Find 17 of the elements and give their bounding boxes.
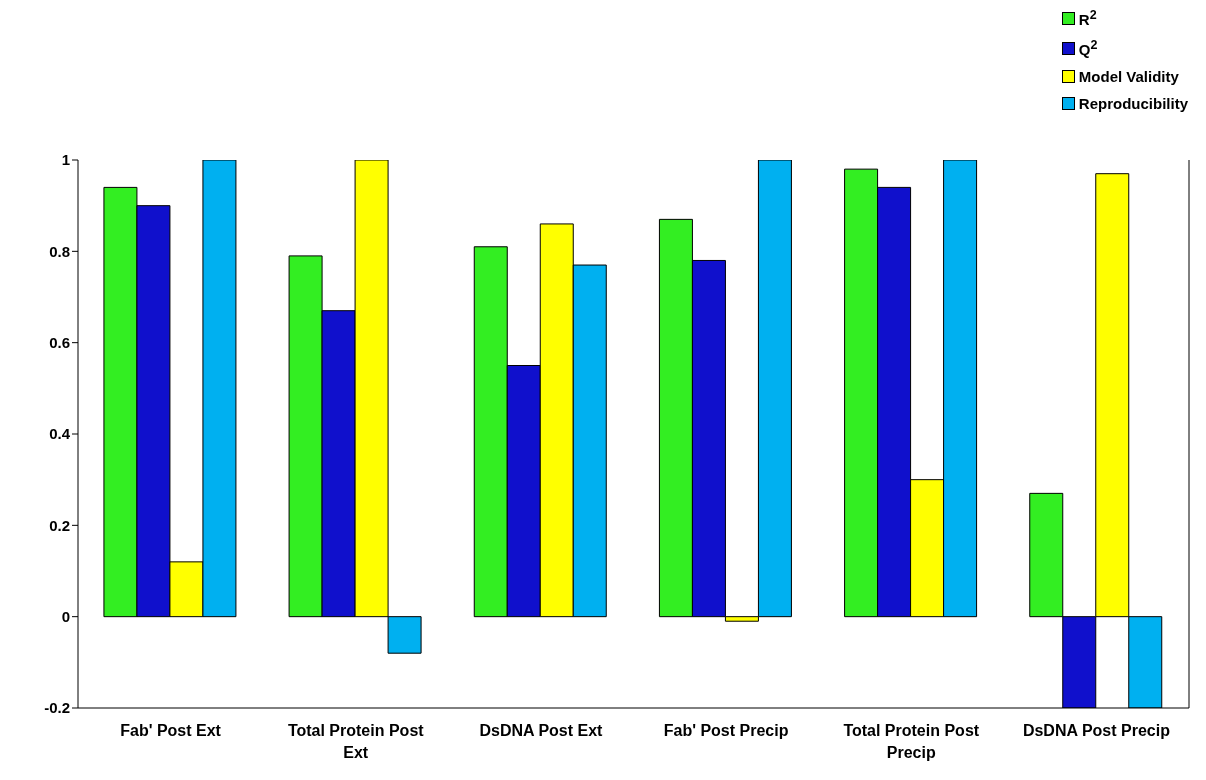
x-tick-label: Total Protein Post Precip (843, 722, 980, 761)
y-tick-label: 0.2 (49, 516, 70, 534)
x-tick-label: DsDNA Post Ext (479, 722, 604, 739)
legend-label: Reproducibility (1078, 95, 1188, 112)
x-tick-label: Fab' Post Precip (663, 722, 789, 739)
legend-label: Q$^{2}$ (1078, 38, 1098, 58)
x-tick-label: DsDNA Post Precip (1022, 722, 1171, 739)
y-tick-label: 0 (61, 607, 70, 625)
y-tick-label: 1 (61, 151, 70, 169)
y-tick-label: 0.8 (49, 242, 70, 260)
y-tick-label: 0.6 (49, 333, 70, 351)
y-tick-label: -0.2 (44, 699, 70, 717)
x-tick-label: Total Protein Post Ext (287, 722, 425, 761)
y-tick-label: 0.4 (49, 425, 71, 443)
legend-label: Model Validity (1078, 68, 1179, 85)
x-tick-label: Fab' Post Ext (120, 722, 222, 739)
legend-label: R$^{2}$ (1078, 8, 1097, 28)
